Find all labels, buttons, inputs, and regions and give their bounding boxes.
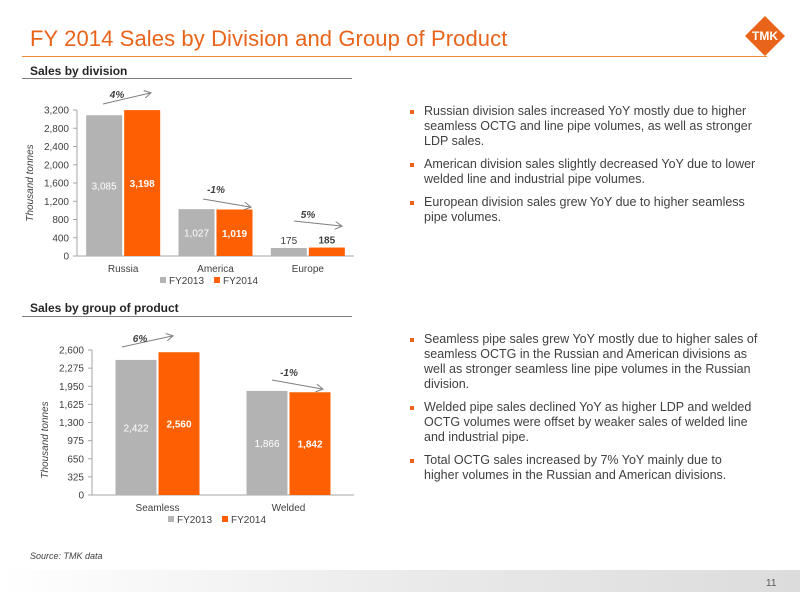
footer-bar [0,570,800,592]
data-label-welded-fy2014: 1,842 [297,440,322,451]
x-tick-label-seamless: Seamless [136,503,180,514]
data-label-russia-fy2013: 3,085 [92,182,117,193]
page-title: FY 2014 Sales by Division and Group of P… [30,26,508,51]
y-tick-label: 2,000 [44,160,69,171]
y-axis-title: Thousand tonnes [25,144,36,221]
legend-swatch-fy2014 [214,277,220,283]
bullet-marker [410,338,414,342]
product-section-divider [22,316,352,317]
y-tick-label: 2,400 [44,142,69,153]
change-arrow [102,93,150,105]
product-bullet-list: Seamless pipe sales grew YoY mostly due … [408,332,758,491]
tmk-logo: TMK [745,16,785,56]
data-label-seamless-fy2014: 2,560 [166,420,191,431]
bullet-marker [410,459,414,463]
y-tick-label: 400 [52,233,69,244]
bullet-marker [410,163,414,167]
y-tick-label: 0 [78,491,84,502]
y-tick-label: 2,800 [44,124,69,135]
bar-america-fy2013 [178,209,215,256]
bar-russia-fy2014 [124,110,161,256]
y-tick-label: 2,275 [59,364,84,375]
y-tick-label: 1,300 [59,418,84,429]
y-tick-label: 325 [67,472,84,483]
bullet-text: American division sales slightly decreas… [424,157,756,186]
x-tick-label-america: America [197,264,234,275]
bar-europe-fy2014 [308,247,345,256]
data-label-russia-fy2014: 3,198 [130,179,155,190]
legend-label-fy2013: FY2013 [177,515,212,526]
legend-swatch-fy2013 [168,516,174,522]
y-tick-label: 650 [67,454,84,465]
bullet-text: Seamless pipe sales grew YoY mostly due … [424,332,758,391]
x-tick-label-welded: Welded [272,503,306,514]
division-section-title: Sales by division [30,64,128,78]
change-label: -1% [207,185,225,196]
legend-label-fy2013: FY2013 [169,276,204,287]
y-tick-label: 800 [52,215,69,226]
logo-diamond [745,16,785,56]
division-section-divider [22,78,352,79]
bar-welded-fy2013 [246,390,288,495]
bullet-marker [410,201,414,205]
y-tick-label: 1,625 [59,400,84,411]
legend-swatch-fy2014 [222,516,228,522]
change-label: 4% [109,90,125,101]
y-tick-label: 0 [63,252,69,263]
logo-text: TMK [752,29,778,43]
y-tick-label: 2,600 [59,346,84,357]
bullet-item: Russian division sales increased YoY mos… [408,104,758,149]
change-label: 6% [133,334,148,345]
bar-seamless-fy2014 [158,352,200,495]
title-divider [22,56,767,57]
x-tick-label-russia: Russia [108,264,139,275]
bullet-text: Russian division sales increased YoY mos… [424,104,752,148]
bullet-item: Welded pipe sales declined YoY as higher… [408,400,758,445]
change-arrow [121,336,172,348]
page-number: 11 [766,578,777,589]
data-label-america-fy2014: 1,019 [222,229,247,240]
change-arrow [271,379,322,389]
change-arrow [293,220,341,226]
source-note: Source: TMK data [30,551,103,561]
division-bullet-list: Russian division sales increased YoY mos… [408,104,758,233]
data-label-europe-fy2013: 175 [280,236,297,247]
y-tick-label: 3,200 [44,106,69,117]
data-label-america-fy2013: 1,027 [184,229,209,240]
legend-swatch-fy2013 [160,277,166,283]
bar-seamless-fy2013 [115,359,157,495]
bullet-text: European division sales grew YoY due to … [424,195,745,224]
change-arrow [202,198,250,207]
bullet-item: Total OCTG sales increased by 7% YoY mai… [408,453,758,483]
bullet-marker [410,406,414,410]
bullet-item: Seamless pipe sales grew YoY mostly due … [408,332,758,392]
y-tick-label: 1,950 [59,382,84,393]
bar-europe-fy2013 [270,248,307,256]
change-label: 5% [301,210,316,221]
bullet-text: Welded pipe sales declined YoY as higher… [424,400,752,444]
data-label-welded-fy2013: 1,866 [254,439,279,450]
y-tick-label: 1,600 [44,179,69,190]
y-tick-label: 975 [67,436,84,447]
y-axis-title: Thousand tonnes [40,401,51,478]
legend-label-fy2014: FY2014 [223,276,258,287]
bullet-marker [410,110,414,114]
bullet-text: Total OCTG sales increased by 7% YoY mai… [424,453,727,482]
x-tick-label-europe: Europe [292,264,325,275]
bullet-item: American division sales slightly decreas… [408,157,758,187]
change-label: -1% [280,368,298,379]
data-label-europe-fy2014: 185 [318,236,335,247]
bar-welded-fy2014 [289,392,331,495]
data-label-seamless-fy2013: 2,422 [123,423,148,434]
bar-america-fy2014 [216,209,253,256]
product-section-title: Sales by group of product [30,301,179,315]
bullet-item: European division sales grew YoY due to … [408,195,758,225]
y-tick-label: 1,200 [44,197,69,208]
legend-label-fy2014: FY2014 [231,515,266,526]
bar-russia-fy2013 [86,115,123,256]
